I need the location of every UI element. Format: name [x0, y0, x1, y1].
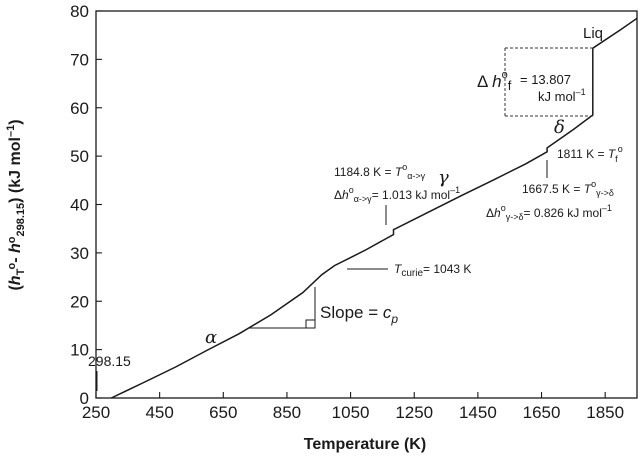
- svg-text:Δ hof: Δ hof: [477, 69, 512, 93]
- x-axis-title: Temperature (K): [304, 436, 426, 453]
- liq-label: Liq: [583, 25, 603, 42]
- enthalpy-series: [110, 17, 638, 399]
- curie-label: Tcurie= 1043 K: [394, 262, 471, 279]
- x-tick-label: 1250: [395, 403, 433, 422]
- y-axis-ticks: 0 10 20 30 40 50 60 70 80: [70, 2, 102, 408]
- gamma-delta-label: 1667.5 K = Toγ->δ Δhoγ->δ= 0.826 kJ mol–…: [486, 179, 614, 222]
- y-tick-label: 30: [70, 244, 89, 263]
- x-tick-label: 1450: [459, 403, 497, 422]
- fusion-temp-label: 1811 K = Tfo: [557, 144, 623, 164]
- delta-label: δ: [554, 117, 565, 138]
- slope-triangle: [249, 287, 316, 329]
- y-tick-label: 80: [70, 2, 89, 21]
- svg-text:1667.5 K = Toγ->δ: 1667.5 K = Toγ->δ: [522, 179, 614, 198]
- gamma-label: γ: [438, 167, 449, 188]
- svg-text:1811 K = Tfo: 1811 K = Tfo: [557, 144, 623, 164]
- y-tick-label: 50: [70, 147, 89, 166]
- svg-text:Slope = cp: Slope = cp: [320, 303, 398, 326]
- x-tick-label: 450: [145, 403, 173, 422]
- svg-text:= 13.807: = 13.807: [520, 72, 571, 87]
- fusion-box: [504, 47, 593, 117]
- x-tick-label: 1650: [523, 403, 561, 422]
- slope-label: Slope = cp: [320, 303, 398, 326]
- x-tick-label: 250: [82, 403, 110, 422]
- y-tick-label: 40: [70, 196, 89, 215]
- y-tick-label: 10: [70, 341, 89, 360]
- svg-text:Δhoγ->δ= 0.826 kJ mol–1: Δhoγ->δ= 0.826 kJ mol–1: [486, 203, 612, 222]
- enthalpy-line: [110, 17, 638, 399]
- y-tick-label: 0: [80, 389, 89, 408]
- y-tick-label: 70: [70, 50, 89, 69]
- plot-frame: [95, 10, 638, 399]
- x-tick-label: 1050: [332, 403, 370, 422]
- y-tick-label: 20: [70, 292, 89, 311]
- x-axis-ticks: 250 450 650 850 1050 1250 1450 1650 1850: [82, 392, 624, 422]
- fusion-dh-label: Δ hof = 13.807 kJ mol–1: [477, 69, 586, 104]
- svg-text:kJ mol–1: kJ mol–1: [538, 87, 586, 104]
- start-label: 298.15: [88, 353, 131, 369]
- x-tick-label: 1850: [586, 403, 624, 422]
- y-axis-title: (hTo- ho298.15) (kJ mol–1): [5, 119, 27, 290]
- x-tick-label: 850: [273, 403, 301, 422]
- y-tick-label: 60: [70, 99, 89, 118]
- x-tick-label: 650: [209, 403, 237, 422]
- svg-text:1184.8 K = Toα->γ: 1184.8 K = Toα->γ: [334, 162, 426, 181]
- alpha-label: α: [205, 327, 217, 348]
- svg-text:Tcurie= 1043 K: Tcurie= 1043 K: [394, 262, 471, 279]
- svg-text:Δhoα->γ= 1.013 kJ mol–1: Δhoα->γ= 1.013 kJ mol–1: [334, 185, 460, 204]
